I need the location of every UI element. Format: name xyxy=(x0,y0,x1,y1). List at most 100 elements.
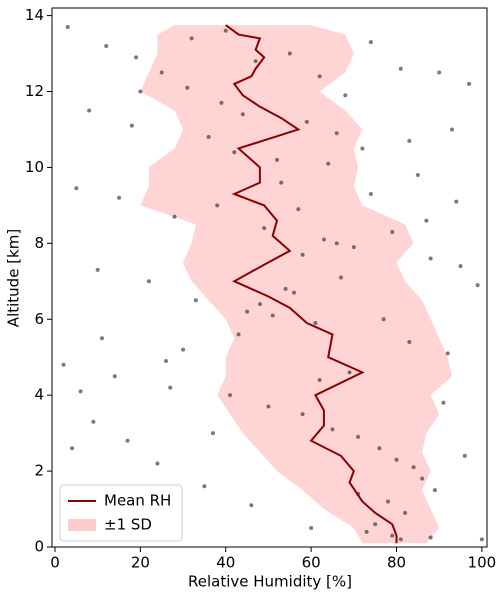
scatter-point xyxy=(240,112,245,117)
mean-line xyxy=(225,24,398,544)
scatter-point xyxy=(125,438,130,443)
scatter-point xyxy=(168,385,173,390)
scatter-point xyxy=(74,186,79,191)
scatter-point xyxy=(249,503,254,508)
scatter-point xyxy=(219,100,224,105)
scatter-point xyxy=(181,347,186,352)
scatter-point xyxy=(206,135,211,140)
x-axis-label: Relative Humidity [%] xyxy=(188,573,352,591)
y-axis-label: Altitude [km] xyxy=(5,229,23,327)
scatter-point xyxy=(437,70,442,75)
scatter-point xyxy=(368,40,373,45)
x-tick-label: 60 xyxy=(302,554,321,572)
y-tick-label: 8 xyxy=(34,234,44,252)
scatter-point xyxy=(279,180,284,185)
scatter-point xyxy=(189,36,194,41)
scatter-point xyxy=(163,359,168,364)
scatter-point xyxy=(245,309,250,314)
scatter-point xyxy=(390,229,395,234)
scatter-point xyxy=(292,290,297,295)
scatter-point xyxy=(95,267,100,272)
x-tick-label: 20 xyxy=(131,554,150,572)
scatter-point xyxy=(339,275,344,280)
scatter-point xyxy=(334,131,339,136)
scatter-point xyxy=(428,535,433,540)
scatter-point xyxy=(185,85,190,90)
y-tick-label: 12 xyxy=(25,82,44,100)
scatter-point xyxy=(326,161,331,166)
scatter-point xyxy=(407,138,412,143)
scatter-point xyxy=(129,123,134,128)
scatter-point xyxy=(99,336,104,341)
scatter-point xyxy=(343,93,348,98)
scatter-point xyxy=(356,434,361,439)
y-tick-label: 4 xyxy=(34,386,44,404)
y-tick-label: 0 xyxy=(34,538,44,556)
scatter-point xyxy=(449,127,454,132)
scatter-point xyxy=(479,537,484,542)
y-tick-label: 14 xyxy=(25,6,44,24)
scatter-point xyxy=(300,252,305,257)
scatter-point xyxy=(232,150,237,155)
scatter-point xyxy=(202,484,207,489)
scatter-point xyxy=(467,81,472,86)
scatter-point xyxy=(317,377,322,382)
legend-swatch xyxy=(68,519,96,531)
scatter-point xyxy=(78,389,83,394)
scatter-point xyxy=(394,457,399,462)
scatter-point xyxy=(420,476,425,481)
scatter-point xyxy=(411,465,416,470)
x-tick-label: 0 xyxy=(50,554,60,572)
scatter-point xyxy=(215,203,220,208)
scatter-point xyxy=(398,537,403,542)
scatter-point xyxy=(381,317,386,322)
scatter-point xyxy=(70,446,75,451)
scatter-point xyxy=(223,28,228,33)
scatter-point xyxy=(373,522,378,527)
scatter-point xyxy=(334,241,339,246)
scatter-point xyxy=(300,412,305,417)
scatter-point xyxy=(445,351,450,356)
scatter-point xyxy=(351,245,356,250)
legend-label: Mean RH xyxy=(104,492,171,510)
scatter-point xyxy=(138,89,143,94)
scatter-point xyxy=(61,362,66,367)
scatter-point xyxy=(364,529,369,534)
scatter-point xyxy=(146,279,151,284)
scatter-point xyxy=(407,340,412,345)
scatter-point xyxy=(210,431,215,436)
scatter-point xyxy=(262,226,267,231)
scatter-point xyxy=(462,453,467,458)
scatter-point xyxy=(270,313,275,318)
scatter-point xyxy=(266,404,271,409)
scatter-point xyxy=(193,298,198,303)
scatter-point xyxy=(432,488,437,493)
scatter-point xyxy=(403,510,408,515)
scatter-point xyxy=(134,55,139,60)
scatter-point xyxy=(283,286,288,291)
scatter-point xyxy=(117,195,122,200)
scatter-point xyxy=(155,461,160,466)
scatter-point xyxy=(236,332,241,337)
sd-band xyxy=(140,25,452,544)
scatter-point xyxy=(347,370,352,375)
y-tick-label: 6 xyxy=(34,310,44,328)
x-tick-label: 40 xyxy=(216,554,235,572)
scatter-point xyxy=(304,119,309,124)
scatter-point xyxy=(428,256,433,261)
scatter-point xyxy=(424,218,429,223)
scatter-point xyxy=(228,393,233,398)
y-tick-label: 10 xyxy=(25,158,44,176)
scatter-point xyxy=(415,173,420,178)
scatter-point xyxy=(321,237,326,242)
scatter-point xyxy=(475,283,480,288)
scatter-point xyxy=(313,321,318,326)
scatter-point xyxy=(390,533,395,538)
scatter-point xyxy=(87,108,92,113)
scatter-point xyxy=(91,419,96,424)
x-tick-label: 80 xyxy=(387,554,406,572)
scatter-point xyxy=(296,207,301,212)
scatter-point xyxy=(65,24,70,29)
scatter-point xyxy=(398,66,403,71)
scatter-point xyxy=(385,499,390,504)
